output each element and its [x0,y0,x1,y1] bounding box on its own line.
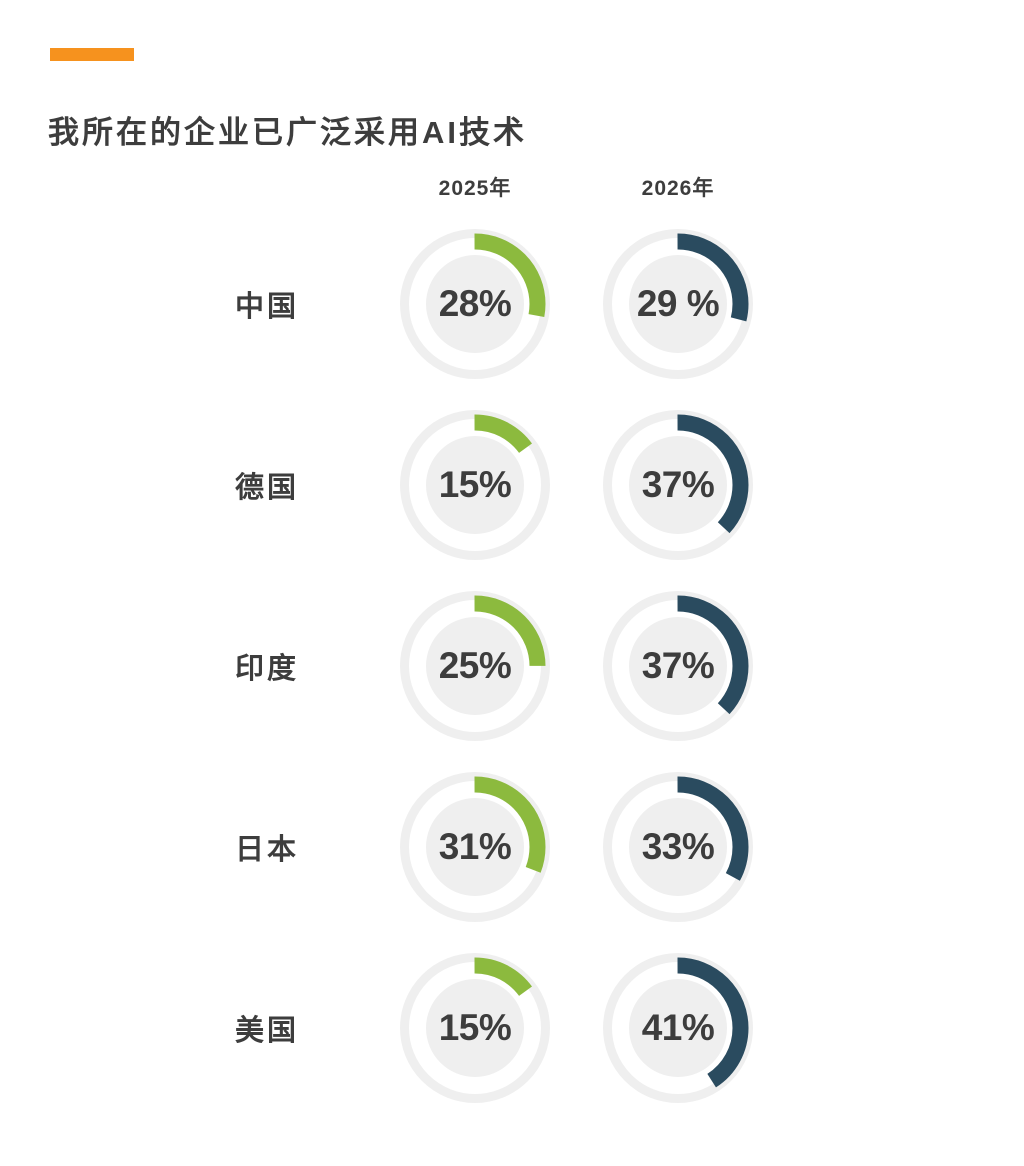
donut-value-label: 28% [438,283,512,324]
donut-2026: 33% [603,772,753,922]
donut-inner-disc [426,436,524,534]
country-label: 印度 [235,653,300,685]
donut-svg [603,591,753,741]
donut-value-label: 41% [641,1007,715,1048]
donut-chart-grid: 2025年 2026年 中国 28% 29 % 德国 [235,172,753,1103]
donut-2025: 28% [400,229,550,379]
donut-inner-disc [426,255,524,353]
donut-svg [400,410,550,560]
country-label: 中国 [235,291,300,323]
donut-svg [603,410,753,560]
donut-2026: 37% [603,410,753,560]
column-header-2025: 2025年 [438,177,512,200]
donut-svg [400,953,550,1103]
donut-value-arc [404,595,546,737]
column-header-2026: 2026年 [641,177,715,200]
donut-svg [400,591,550,741]
donut-inner-disc [629,617,727,715]
accent-bar [50,48,134,61]
donut-value-label: 15% [438,1007,512,1048]
donut-inner-disc [629,436,727,534]
donut-svg [400,229,550,379]
column-headers: 2025年 2026年 [235,172,753,202]
table-row: 印度 25% 37% [235,591,753,741]
donut-2026: 29 % [603,229,753,379]
donut-2025: 15% [400,410,550,560]
donut-svg [603,772,753,922]
donut-value-label: 33% [641,826,715,867]
country-label: 德国 [235,472,300,504]
donut-inner-disc [629,798,727,896]
donut-value-arc [404,957,546,1099]
donut-value-label: 37% [641,464,715,505]
table-row: 中国 28% 29 % [235,229,753,379]
donut-inner-disc [426,617,524,715]
country-label: 日本 [235,834,300,866]
donut-2025: 31% [400,772,550,922]
donut-value-label: 29 % [636,283,720,324]
donut-value-arc [404,776,546,918]
donut-value-label: 25% [438,645,512,686]
donut-value-arc [607,957,749,1099]
donut-value-arc [607,776,749,918]
donut-value-arc [404,414,546,556]
donut-svg [603,229,753,379]
donut-value-arc [607,233,749,375]
donut-value-arc [607,414,749,556]
donut-value-label: 15% [438,464,512,505]
donut-2026: 41% [603,953,753,1103]
donut-value-arc [607,595,749,737]
country-label: 美国 [235,1015,300,1047]
donut-value-label: 31% [438,826,512,867]
page-title: 我所在的企业已广泛采用AI技术 [48,114,527,150]
donut-value-arc [404,233,546,375]
table-row: 日本 31% 33% [235,772,753,922]
donut-2025: 15% [400,953,550,1103]
chart-rows: 中国 28% 29 % 德国 15% [235,229,753,1103]
donut-svg [400,772,550,922]
donut-inner-disc [426,798,524,896]
donut-inner-disc [629,979,727,1077]
donut-2025: 25% [400,591,550,741]
donut-inner-disc [426,979,524,1077]
donut-2026: 37% [603,591,753,741]
donut-svg [603,953,753,1103]
table-row: 美国 15% 41% [235,953,753,1103]
donut-value-label: 37% [641,645,715,686]
donut-inner-disc [629,255,727,353]
table-row: 德国 15% 37% [235,410,753,560]
